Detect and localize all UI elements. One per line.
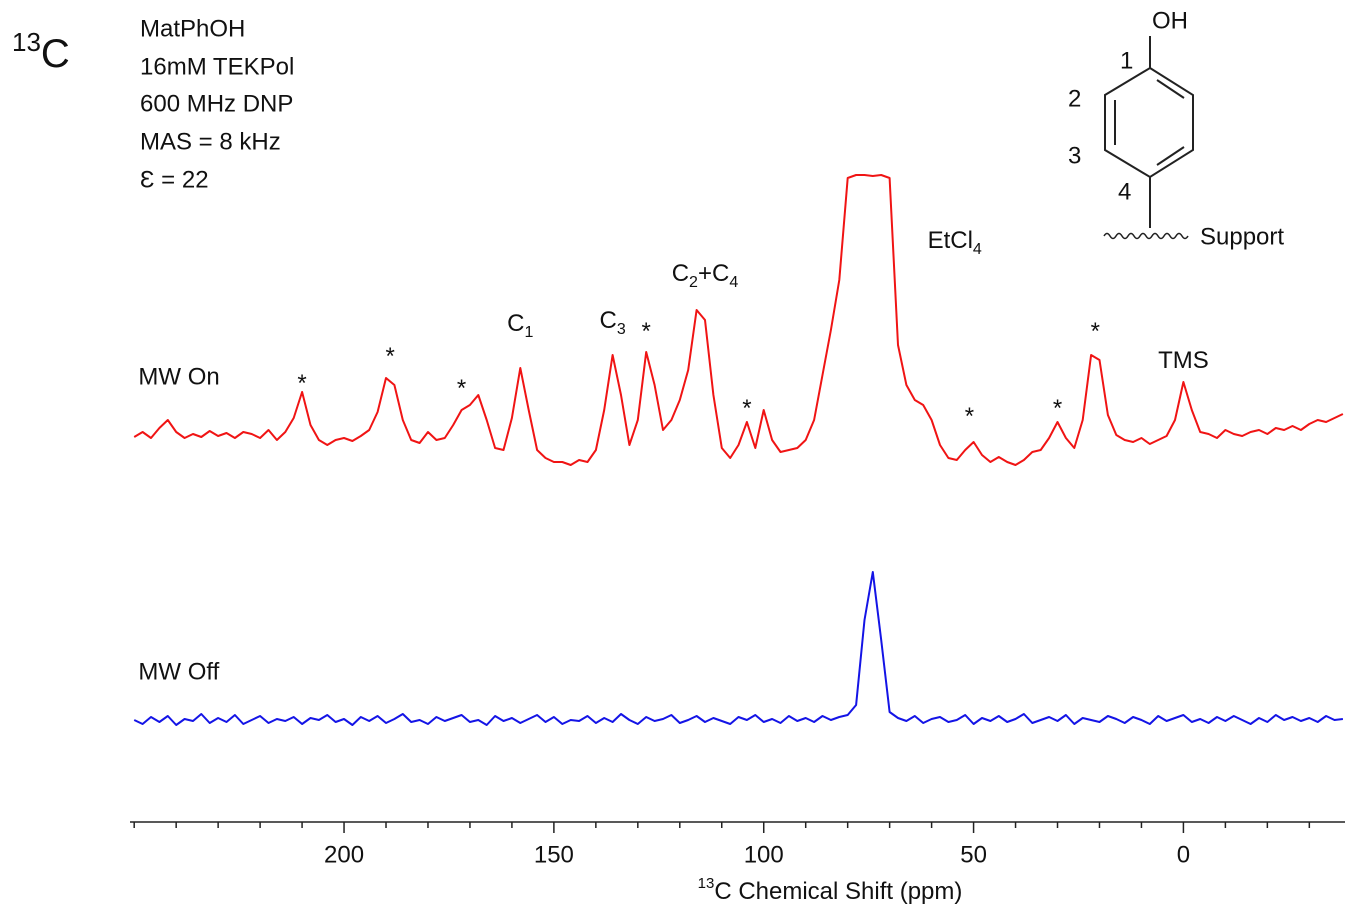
ring [1104, 66, 1194, 179]
structure-label: Support [1200, 223, 1284, 250]
x-tick-label: 0 [1177, 841, 1190, 868]
x-tick-label: 100 [744, 841, 784, 868]
panel-label-sup: 13 [12, 27, 41, 57]
peak-label: * [1091, 318, 1100, 345]
x-tick-label: 50 [960, 841, 987, 868]
peak-label: * [457, 375, 466, 402]
peak-label-part: * [965, 403, 974, 430]
parameter: 600 MHz DNP [140, 90, 293, 117]
atom-number: 4 [1118, 178, 1131, 205]
atom-number: 2 [1068, 85, 1081, 112]
panel-label: 13C [12, 27, 70, 76]
x-tick-label: 150 [534, 841, 574, 868]
series-label: MW Off [138, 658, 219, 685]
peak-label-part: * [742, 395, 751, 422]
peak-label-part: EtCl [928, 227, 973, 254]
peak-label: * [297, 370, 306, 397]
peak-label: C1 [507, 310, 533, 341]
peak-label-part: * [642, 318, 651, 345]
peak-label-part: C [600, 307, 617, 334]
peak-label-part: * [297, 370, 306, 397]
peak-label-part: 2 [689, 274, 698, 291]
structure-label: OH [1152, 7, 1188, 34]
peak-label: * [642, 318, 651, 345]
atom-number: 1 [1120, 47, 1133, 74]
x-axis-label: 13C Chemical Shift (ppm) [698, 875, 963, 905]
wavy-bond [1103, 232, 1189, 240]
peak-label-part: 4 [973, 241, 982, 258]
structure [1103, 36, 1194, 240]
peak-label: * [965, 403, 974, 430]
peak-label-part: 4 [729, 274, 738, 291]
spectrum-line [133, 571, 1344, 726]
panel-label-main: C [41, 32, 70, 76]
peak-label-part: * [457, 375, 466, 402]
parameter: Ɛ = 22 [140, 166, 209, 193]
peak-label-part: C [507, 310, 524, 337]
peak-label: * [1053, 395, 1062, 422]
peak-label-part: TMS [1158, 347, 1209, 374]
spectrum-line [133, 174, 1344, 466]
peak-label: * [742, 395, 751, 422]
peak-label-part: * [1091, 318, 1100, 345]
parameter: 16mM TEKPol [140, 53, 294, 80]
peak-label-part: * [1053, 395, 1062, 422]
x-axis-label-sup: 13 [698, 875, 715, 892]
peak-label-part: * [386, 343, 395, 370]
peak-label-part: +C [698, 260, 729, 287]
peak-label-part: 1 [525, 324, 534, 341]
peak-label: EtCl4 [928, 227, 982, 258]
peak-label: * [386, 343, 395, 370]
atom-number: 3 [1068, 142, 1081, 169]
double-bond [1156, 79, 1185, 99]
peak-label-part: 3 [617, 321, 626, 338]
peak-label: TMS [1158, 347, 1209, 374]
x-tick-label: 200 [324, 841, 364, 868]
double-bond [1156, 146, 1185, 166]
peak-label: C2+C4 [672, 260, 739, 291]
parameter: MAS = 8 kHz [140, 128, 281, 155]
parameter: MatPhOH [140, 15, 245, 42]
peak-label-part: C [672, 260, 689, 287]
x-axis-label-main: C Chemical Shift (ppm) [714, 878, 962, 905]
series-label: MW On [138, 363, 219, 390]
peak-label: C3 [600, 307, 626, 338]
